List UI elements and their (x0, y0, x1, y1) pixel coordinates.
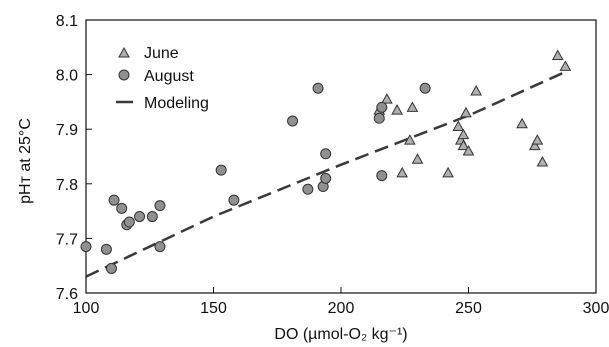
x-tick-label: 300 (583, 300, 609, 317)
point-june (551, 49, 564, 60)
x-tick-label: 150 (200, 300, 227, 317)
point-june (442, 166, 454, 178)
point-august (215, 164, 227, 176)
point-june (452, 120, 465, 131)
point-june (457, 128, 470, 140)
point-august (100, 243, 112, 255)
point-june (404, 134, 416, 145)
point-june (457, 139, 470, 151)
point-august (116, 202, 128, 214)
point-august (376, 101, 388, 113)
x-tick-label: 200 (328, 300, 355, 317)
point-august (287, 115, 299, 127)
point-june (462, 145, 475, 156)
point-august (80, 241, 92, 253)
series-line-modeling (85, 70, 566, 278)
y-tick-label: 7.9 (56, 122, 78, 139)
point-june (559, 60, 572, 71)
point-august (302, 183, 314, 195)
legend-item-june: June (118, 45, 179, 62)
y-tick-label: 7.8 (56, 177, 78, 194)
point-august (376, 170, 388, 182)
y-axis-label: pHᴛ at 25°C (17, 118, 34, 204)
x-tick-label: 100 (73, 300, 100, 317)
point-august (134, 211, 146, 223)
legend-june-triangle-icon (118, 46, 130, 58)
legend-item-august: August (118, 68, 194, 85)
point-june (516, 117, 528, 129)
legend-item-modeling: Modeling (116, 95, 209, 112)
point-august (373, 112, 385, 124)
point-august (154, 200, 166, 212)
legend-august-circle-icon (118, 69, 130, 81)
y-tick-label: 7.7 (56, 231, 78, 248)
point-august (108, 194, 120, 206)
legend-label-june: June (144, 45, 179, 62)
point-august (320, 172, 332, 184)
point-august (146, 211, 158, 223)
point-august (320, 148, 332, 160)
point-august (123, 216, 135, 228)
y-tick-label: 7.6 (56, 286, 78, 303)
point-june (406, 101, 419, 112)
x-axis-label: DO (µmol-O₂ kg⁻¹) (274, 326, 407, 343)
point-june (396, 166, 409, 178)
point-june (391, 104, 403, 115)
point-june (531, 134, 544, 145)
point-june (470, 84, 482, 96)
point-august (154, 241, 166, 253)
point-august (228, 194, 240, 206)
point-june (411, 153, 424, 164)
point-june (381, 93, 393, 104)
x-tick-label: 250 (455, 300, 482, 317)
point-june (460, 106, 472, 118)
y-tick-label: 8.0 (56, 68, 78, 85)
y-tick-label: 8.1 (56, 13, 78, 30)
legend: June August Modeling (116, 45, 209, 112)
point-august (106, 262, 117, 274)
point-june (528, 139, 541, 151)
point-august (312, 82, 324, 94)
point-august (419, 82, 431, 94)
legend-label-modeling: Modeling (144, 95, 209, 112)
legend-label-august: August (144, 68, 194, 85)
point-june (536, 155, 549, 167)
